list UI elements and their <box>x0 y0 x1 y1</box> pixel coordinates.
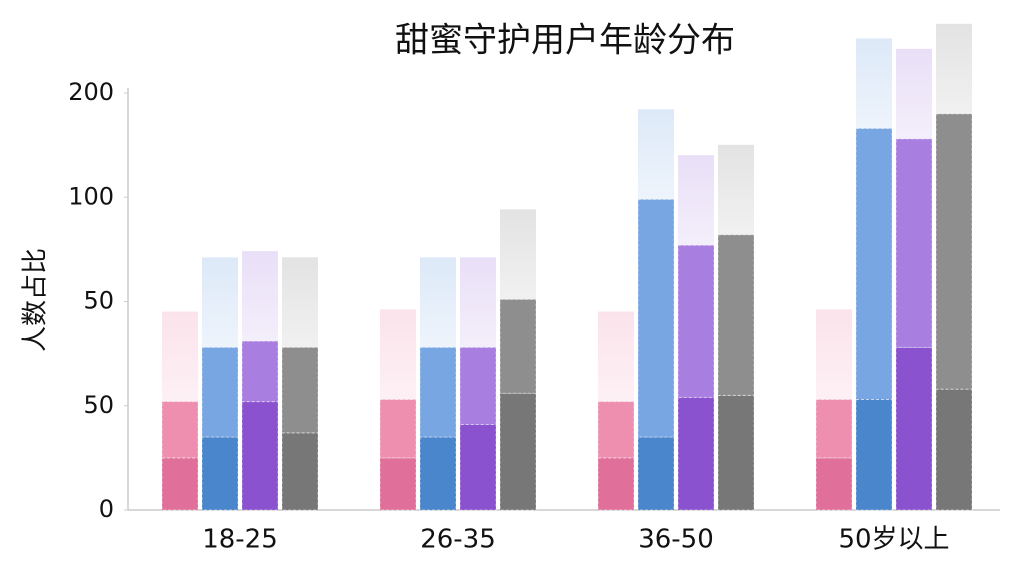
bar-segment <box>161 457 199 511</box>
y-tick-label: 50 <box>83 391 114 419</box>
bar-segment <box>499 392 537 511</box>
bar-glow-fade <box>380 309 416 400</box>
bar-segment <box>935 113 973 390</box>
bar-glow-fade <box>242 251 278 342</box>
x-tick-label: 18-25 <box>202 525 278 555</box>
bar-glow-fade <box>598 311 634 402</box>
x-tick-label: 36-50 <box>638 525 714 555</box>
bar-segment <box>241 401 279 511</box>
bar-segment <box>895 346 933 511</box>
bar-segment <box>815 398 853 459</box>
y-tick-label: 200 <box>68 78 114 106</box>
bar-glow-fade <box>202 257 238 348</box>
bar-glow-fade <box>500 209 536 300</box>
bar-segment <box>717 394 755 511</box>
bar-segment <box>677 244 715 398</box>
x-tick-label: 50岁以上 <box>838 525 949 555</box>
bar-segment <box>201 436 239 511</box>
bar-segment <box>855 127 893 400</box>
bar-segment <box>677 396 715 511</box>
bar-segment <box>379 398 417 459</box>
chart-title: 甜蜜守护用户年龄分布 <box>395 21 735 61</box>
bar-segment <box>855 398 893 511</box>
y-tick-label: 50 <box>83 287 114 315</box>
bar-segment <box>597 401 635 459</box>
bar-glow-fade <box>282 257 318 348</box>
bar-glow-fade <box>816 309 852 400</box>
bar-segment <box>241 340 279 403</box>
bar-segment <box>717 234 755 396</box>
bar-glow-fade <box>896 48 932 139</box>
bar-segment <box>419 346 457 438</box>
bar-segment <box>201 346 239 438</box>
y-tick-label: 100 <box>68 182 114 210</box>
bar-glow-fade <box>718 144 754 235</box>
bar-segment <box>459 346 497 426</box>
bar-glow-fade <box>638 109 674 200</box>
bar-segment <box>637 198 675 438</box>
bar-glow-fade <box>162 311 198 402</box>
bar-segment <box>597 457 635 511</box>
bar-glow-fade <box>460 257 496 348</box>
bar-glow-fade <box>678 155 714 246</box>
bar-glow-fade <box>420 257 456 348</box>
y-axis-label: 人数占比 <box>21 248 51 352</box>
bar-segment <box>895 138 933 348</box>
bar-segment <box>935 388 973 511</box>
bar-segment <box>161 401 199 459</box>
bar-glow-fade <box>936 23 972 114</box>
bar-segment <box>459 424 497 511</box>
bar-segment <box>281 346 319 434</box>
bar-segment <box>419 436 457 511</box>
bar-segment <box>281 432 319 511</box>
bar-segment <box>499 298 537 394</box>
bar-segment <box>379 457 417 511</box>
x-tick-label: 26-35 <box>420 525 496 555</box>
bar-segment <box>637 436 675 511</box>
bar-glow-fade <box>856 38 892 129</box>
bar-segment <box>815 457 853 511</box>
y-tick-label: 0 <box>99 495 114 523</box>
